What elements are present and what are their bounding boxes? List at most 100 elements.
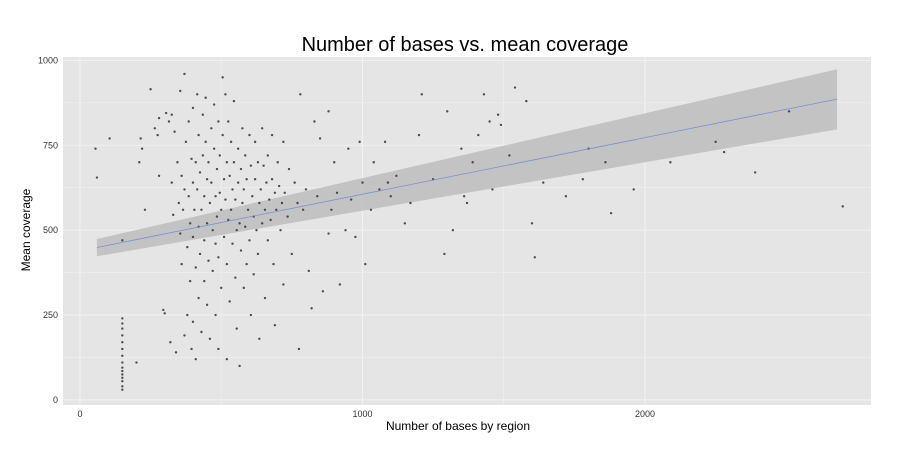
- data-point: [191, 320, 195, 324]
- data-point: [171, 213, 175, 217]
- data-point: [242, 188, 246, 191]
- data-point: [389, 195, 392, 198]
- data-point: [714, 140, 717, 144]
- data-point: [364, 262, 367, 266]
- data-point: [241, 127, 244, 130]
- data-point: [290, 252, 294, 256]
- data-point: [205, 222, 209, 225]
- data-point: [225, 262, 229, 266]
- data-point: [241, 201, 244, 205]
- data-point: [170, 113, 173, 116]
- data-point: [530, 222, 534, 225]
- data-point: [276, 161, 279, 164]
- data-point: [581, 178, 585, 181]
- data-point: [121, 239, 124, 242]
- data-point: [451, 228, 455, 232]
- data-point: [604, 161, 607, 164]
- data-point: [499, 123, 503, 127]
- data-point: [234, 276, 237, 279]
- data-point: [174, 351, 178, 354]
- data-point: [220, 208, 223, 211]
- data-point: [222, 178, 226, 181]
- data-point: [496, 113, 500, 116]
- data-point: [477, 133, 480, 137]
- data-point: [327, 110, 330, 113]
- data-point: [188, 222, 192, 225]
- data-point: [121, 366, 124, 369]
- data-point: [255, 228, 258, 232]
- data-point: [248, 239, 251, 242]
- data-point: [235, 327, 238, 330]
- data-point: [310, 307, 313, 310]
- data-point: [121, 317, 124, 320]
- data-point: [232, 99, 236, 103]
- data-point: [564, 195, 568, 198]
- data-point: [173, 130, 176, 133]
- y-axis-label: Mean coverage: [19, 188, 33, 271]
- data-point: [236, 181, 240, 184]
- data-point: [282, 283, 285, 286]
- y-tick-label: 250: [43, 310, 58, 320]
- data-point: [273, 324, 277, 327]
- regression-line: [96, 98, 838, 248]
- data-point: [108, 137, 111, 140]
- data-point: [460, 147, 463, 150]
- data-point: [177, 201, 181, 205]
- data-point: [211, 269, 214, 273]
- data-point: [282, 140, 285, 144]
- y-tick-label: 500: [43, 225, 58, 235]
- data-point: [188, 279, 192, 283]
- data-point: [272, 262, 275, 266]
- data-point: [191, 106, 195, 110]
- data-point: [252, 273, 255, 276]
- data-point: [157, 116, 161, 120]
- data-point: [280, 201, 284, 205]
- data-point: [121, 361, 124, 364]
- data-point: [183, 334, 186, 337]
- data-point: [244, 225, 247, 228]
- data-point: [239, 167, 243, 171]
- data-point: [409, 201, 412, 205]
- data-point: [121, 376, 124, 380]
- data-point: [296, 201, 299, 205]
- y-tick-label: 750: [43, 140, 58, 150]
- data-point: [344, 228, 347, 232]
- data-point: [180, 262, 183, 266]
- data-point: [229, 208, 233, 211]
- data-point: [94, 147, 97, 150]
- data-point: [204, 140, 207, 144]
- data-point: [234, 198, 237, 201]
- data-point: [335, 191, 339, 195]
- data-point: [227, 218, 230, 222]
- data-point: [304, 188, 308, 191]
- data-point: [181, 208, 185, 211]
- data-point: [121, 385, 124, 388]
- data-point: [214, 242, 217, 245]
- axis-ticks: 0 250 500 750 1000 0 1000 2000: [38, 55, 655, 419]
- data-point: [121, 347, 124, 351]
- data-point: [722, 150, 726, 154]
- data-point: [156, 133, 159, 137]
- data-point: [229, 140, 233, 144]
- x-axis-label: Number of bases by region: [386, 419, 530, 433]
- data-point: [462, 195, 466, 198]
- data-point: [338, 283, 342, 286]
- data-point: [121, 340, 124, 344]
- data-point: [347, 147, 350, 150]
- data-point: [208, 337, 212, 340]
- data-point: [191, 181, 195, 184]
- data-point: [383, 140, 387, 144]
- data-point: [215, 167, 219, 171]
- data-point: [443, 252, 446, 256]
- x-tick-label: 0: [77, 409, 82, 419]
- data-point: [203, 239, 206, 242]
- data-point: [207, 259, 210, 262]
- data-point: [286, 215, 289, 218]
- data-point: [191, 235, 195, 239]
- data-point: [121, 388, 124, 391]
- data-point: [200, 330, 203, 334]
- data-point: [164, 111, 168, 115]
- data-point: [198, 252, 202, 256]
- data-point: [235, 228, 238, 232]
